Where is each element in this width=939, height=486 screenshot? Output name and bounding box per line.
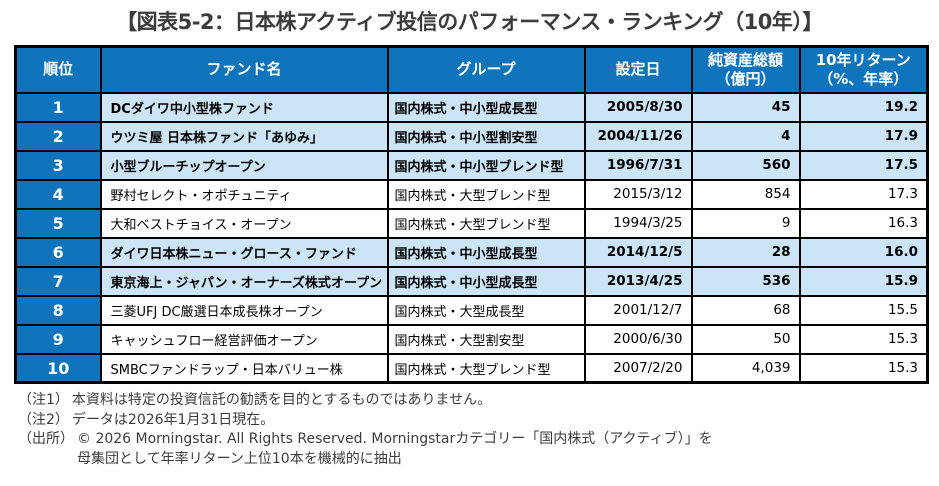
- group-cell: 国内株式・中小型成長型: [386, 236, 586, 268]
- figure-title: 【図表5-2：日本株アクティブ投信のパフォーマンス・ランキング（10年）】: [116, 10, 823, 34]
- fund-cell: 大和ベストチョイス・オープン: [99, 207, 389, 239]
- footnotes: （注1） 本資料は特定の投資信託の勧誘を目的とするものではありません。 （注2） デー…: [18, 391, 939, 469]
- table-row: 9 キャッシュフロー経営評価オープン 国内株式・大型割安型 2000/6/30 50 15…: [14, 323, 929, 355]
- table-header-row: 順位 ファンド名 グループ 設定日 純資産総額 （億円） 10年リターン （%、…: [14, 45, 929, 94]
- assets-cell: 9: [690, 207, 801, 239]
- date-cell: 1994/3/25: [583, 207, 693, 239]
- footnote-label: （注1）: [18, 392, 69, 409]
- fund-cell: キャッシュフロー経営評価オープン: [99, 323, 389, 355]
- assets-cell: 4,039: [690, 352, 801, 384]
- footnote-text: © 2026 Morningstar. All Rights Reserved.…: [77, 431, 713, 468]
- rank-cell: 6: [14, 236, 102, 268]
- date-cell: 2007/2/20: [583, 352, 693, 384]
- table-row: 10 SMBCファンドラップ・日本バリュー株 国内株式・大型ブレンド型 2007/2/…: [14, 352, 929, 384]
- group-cell: 国内株式・大型ブレンド型: [386, 352, 586, 384]
- assets-cell: 536: [690, 265, 801, 297]
- footnote-text: データは2026年1月31日現在。: [71, 411, 275, 428]
- fund-cell: 三菱UFJ DC厳選日本成長株オープン: [99, 294, 389, 326]
- date-cell: 2013/4/25: [583, 265, 693, 297]
- group-cell: 国内株式・中小型成長型: [386, 91, 586, 123]
- return-cell: 17.3: [798, 178, 929, 210]
- return-cell: 16.3: [798, 207, 929, 239]
- rank-cell: 2: [14, 120, 102, 152]
- table-row: 5 大和ベストチョイス・オープン 国内株式・大型ブレンド型 1994/3/25 9 16.…: [14, 207, 929, 239]
- date-cell: 2000/6/30: [583, 323, 693, 355]
- rank-cell: 8: [14, 294, 102, 326]
- table-row: 8 三菱UFJ DC厳選日本成長株オープン 国内株式・大型成長型 2001/12/7 6…: [14, 294, 929, 326]
- return-cell: 15.5: [798, 294, 929, 326]
- header-date: 設定日: [583, 45, 693, 94]
- assets-cell: 4: [690, 120, 801, 152]
- fund-cell: ウツミ屋 日本株ファンド「あゆみ」: [99, 120, 389, 152]
- assets-cell: 560: [690, 149, 801, 181]
- date-cell: 2001/12/7: [583, 294, 693, 326]
- footnote-text: 本資料は特定の投資信託の勧誘を目的とするものではありません。: [71, 392, 492, 409]
- assets-cell: 45: [690, 91, 801, 123]
- footnote-label: （注2）: [18, 411, 69, 428]
- group-cell: 国内株式・大型ブレンド型: [386, 178, 586, 210]
- fund-cell: ダイワ日本株ニュー・グロース・ファンド: [99, 236, 389, 268]
- rank-cell: 4: [14, 178, 102, 210]
- date-cell: 2005/8/30: [583, 91, 693, 123]
- assets-cell: 854: [690, 178, 801, 210]
- table-row: 4 野村セレクト・オポチュニティ 国内株式・大型ブレンド型 2015/3/12 854 1…: [14, 178, 929, 210]
- rank-cell: 3: [14, 149, 102, 181]
- return-cell: 15.3: [798, 323, 929, 355]
- rank-cell: 5: [14, 207, 102, 239]
- assets-cell: 50: [690, 323, 801, 355]
- table-body: 1 DCダイワ中小型株ファンド 国内株式・中小型成長型 2005/8/30 45 19.2…: [14, 91, 929, 384]
- date-cell: 1996/7/31: [583, 149, 693, 181]
- return-cell: 15.9: [798, 265, 929, 297]
- table-row: 1 DCダイワ中小型株ファンド 国内株式・中小型成長型 2005/8/30 45 19.2: [14, 91, 929, 123]
- group-cell: 国内株式・大型ブレンド型: [386, 207, 586, 239]
- table-row: 7 東京海上・ジャパン・オーナーズ株式オープン 国内株式・中小型成長型 2013/4/…: [14, 265, 929, 297]
- header-fund: ファンド名: [99, 45, 389, 94]
- fund-cell: SMBCファンドラップ・日本バリュー株: [99, 352, 389, 384]
- fund-cell: 小型ブルーチップオープン: [99, 149, 389, 181]
- header-group: グループ: [386, 45, 586, 94]
- return-cell: 16.0: [798, 236, 929, 268]
- date-cell: 2004/11/26: [583, 120, 693, 152]
- footnote: （注2） データは2026年1月31日現在。: [18, 411, 939, 431]
- performance-ranking-table: 順位 ファンド名 グループ 設定日 純資産総額 （億円） 10年リターン （%、…: [14, 45, 929, 385]
- return-cell: 17.5: [798, 149, 929, 181]
- fund-cell: 野村セレクト・オポチュニティ: [99, 178, 389, 210]
- group-cell: 国内株式・中小型成長型: [386, 265, 586, 297]
- table-row: 3 小型ブルーチップオープン 国内株式・中小型ブレンド型 1996/7/31 560 17…: [14, 149, 929, 181]
- table-row: 2 ウツミ屋 日本株ファンド「あゆみ」 国内株式・中小型割安型 2004/11/26 4…: [14, 120, 929, 152]
- rank-cell: 1: [14, 91, 102, 123]
- group-cell: 国内株式・大型成長型: [386, 294, 586, 326]
- table-row: 6 ダイワ日本株ニュー・グロース・ファンド 国内株式・中小型成長型 2014/12/5…: [14, 236, 929, 268]
- table-header: 順位 ファンド名 グループ 設定日 純資産総額 （億円） 10年リターン （%、…: [14, 45, 929, 94]
- footnote: （注1） 本資料は特定の投資信託の勧誘を目的とするものではありません。: [18, 391, 939, 411]
- header-rank: 順位: [14, 45, 102, 94]
- footnote: （出所） © 2026 Morningstar. All Rights Reser…: [18, 430, 939, 469]
- fund-cell: DCダイワ中小型株ファンド: [99, 91, 389, 123]
- assets-cell: 68: [690, 294, 801, 326]
- rank-cell: 9: [14, 323, 102, 355]
- group-cell: 国内株式・大型割安型: [386, 323, 586, 355]
- fund-cell: 東京海上・ジャパン・オーナーズ株式オープン: [99, 265, 389, 297]
- group-cell: 国内株式・中小型ブレンド型: [386, 149, 586, 181]
- header-assets: 純資産総額 （億円）: [690, 45, 801, 94]
- rank-cell: 7: [14, 265, 102, 297]
- return-cell: 19.2: [798, 91, 929, 123]
- return-cell: 17.9: [798, 120, 929, 152]
- return-cell: 15.3: [798, 352, 929, 384]
- rank-cell: 10: [14, 352, 102, 384]
- date-cell: 2014/12/5: [583, 236, 693, 268]
- footnote-label: （出所）: [18, 431, 74, 448]
- assets-cell: 28: [690, 236, 801, 268]
- group-cell: 国内株式・中小型割安型: [386, 120, 586, 152]
- date-cell: 2015/3/12: [583, 178, 693, 210]
- header-return: 10年リターン （%、年率）: [798, 45, 929, 94]
